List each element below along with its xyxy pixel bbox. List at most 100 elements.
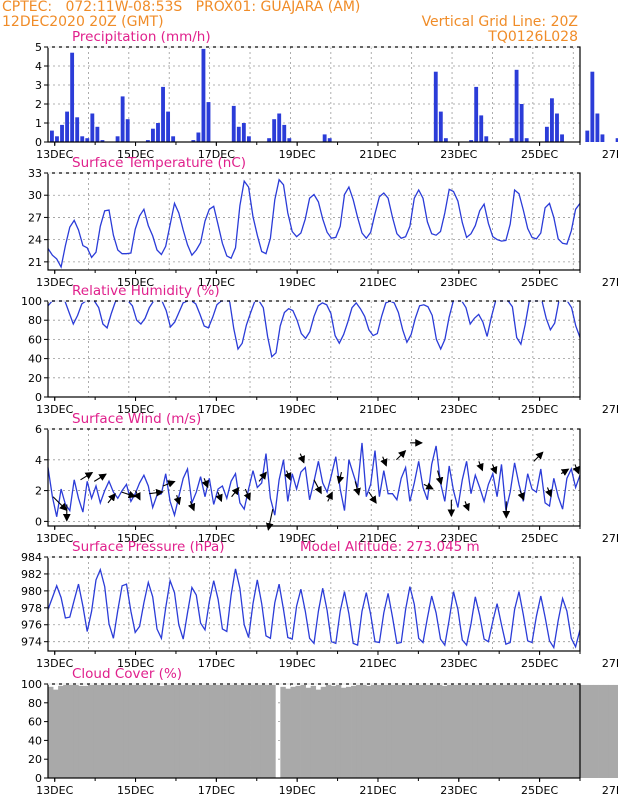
precipitation-ytick-label: 2: [35, 98, 42, 111]
precipitation-bar: [95, 126, 100, 142]
cloud-cover-bar: [325, 684, 332, 778]
cloud-cover-bar: [53, 689, 59, 778]
cloud-cover-bar: [426, 684, 433, 778]
precipitation-bar: [55, 136, 59, 142]
cloud-cover-bar: [452, 684, 458, 778]
precipitation-xtick-label: 19DEC: [279, 148, 316, 161]
cloud-cover-bar: [472, 684, 478, 778]
cloud-cover-bar: [103, 684, 110, 778]
precipitation-bar: [550, 98, 554, 142]
wind-arrow: [396, 450, 407, 461]
humidity-xtick-label: 13DEC: [36, 403, 73, 416]
precipitation-xtick-label: 27DEC: [602, 148, 618, 161]
precipitation-bar: [519, 104, 524, 142]
precipitation-bar: [90, 113, 95, 142]
wind-line: [47, 442, 581, 518]
pressure-xtick-label: 21DEC: [359, 657, 396, 670]
precipitation-bar: [70, 52, 75, 143]
cloud-cover-bar: [244, 684, 251, 778]
precipitation-xtick-label: 23DEC: [440, 148, 477, 161]
wind-ytick-label: 4: [35, 454, 42, 467]
precipitation-ytick-label: 1: [35, 117, 42, 130]
cloud-cover-bar: [270, 684, 276, 778]
wind-arrow: [380, 456, 388, 467]
cloud-cover-bar: [219, 684, 226, 778]
pressure-title: Surface Pressure (hPa): [72, 539, 225, 555]
temperature-ytick-label: 24: [28, 234, 42, 247]
cloud-cover-bar: [164, 684, 170, 778]
cloud-cover-ytick-label: 40: [28, 734, 42, 747]
precipitation-title: Precipitation (mm/h): [72, 29, 211, 45]
wind-arrow: [258, 471, 267, 482]
temperature-ytick-label: 33: [28, 167, 42, 180]
pressure-ytick-label: 982: [21, 568, 42, 581]
cloud-cover-bar: [98, 684, 104, 778]
cloud-cover-bar: [78, 685, 84, 778]
cloud-cover-xtick-label: 17DEC: [198, 784, 235, 797]
precipitation-bar: [80, 136, 85, 142]
cloud-cover-bar: [563, 684, 569, 778]
cloud-cover-bar: [335, 684, 342, 778]
precipitation-xtick-label: 25DEC: [521, 148, 558, 161]
precipitation-bar: [161, 86, 165, 142]
precipitation-ytick-label: 4: [35, 60, 42, 73]
wind-arrow: [187, 501, 196, 512]
precipitation-bar: [544, 126, 549, 142]
cloud-cover-bar: [58, 685, 64, 778]
humidity-ytick-label: 20: [28, 372, 42, 385]
wind-arrow: [107, 493, 116, 504]
cloud-cover-bar: [497, 684, 503, 778]
cloud-cover-ytick-label: 60: [28, 716, 42, 729]
cloud-cover-bar: [73, 684, 79, 778]
humidity-ytick-label: 0: [35, 391, 42, 404]
precipitation-bar: [125, 119, 130, 142]
precipitation-bar: [514, 69, 519, 142]
cloud-cover-xtick-label: 19DEC: [279, 784, 316, 797]
wind-xtick-label: 17DEC: [198, 532, 235, 545]
cloud-cover-bar: [366, 685, 372, 778]
humidity-title: Relative Humidity (%): [72, 283, 220, 299]
wind-arrow: [435, 470, 444, 486]
precipitation-bar: [201, 48, 206, 142]
humidity-xtick-label: 23DEC: [440, 403, 477, 416]
cloud-cover-bar: [315, 689, 322, 778]
pressure-xtick-label: 15DEC: [117, 657, 154, 670]
cloud-cover-bar: [436, 684, 443, 778]
cloud-cover-bar: [189, 684, 195, 778]
cloud-cover-title: Cloud Cover (%): [72, 666, 182, 682]
wind-arrow: [215, 491, 223, 503]
wind-arrow: [52, 496, 68, 512]
precipitation-bar: [60, 124, 64, 142]
wind-arrow: [560, 468, 570, 476]
cloud-cover-bar: [477, 684, 483, 778]
cloud-cover-bar: [68, 684, 74, 778]
cloud-cover-bar: [568, 684, 574, 778]
wind-arrow: [313, 479, 322, 495]
cloud-cover-bar: [548, 684, 554, 778]
cloud-cover-bar: [265, 684, 271, 778]
precipitation-bar: [438, 111, 443, 142]
cloud-cover-bar: [598, 684, 604, 778]
cloud-cover-bar: [593, 684, 599, 778]
cloud-cover-ytick-label: 80: [28, 697, 42, 710]
wind-ytick-label: 2: [35, 485, 42, 498]
wind-xtick-label: 23DEC: [440, 532, 477, 545]
temperature-title: Surface Temperature (nC): [72, 155, 246, 171]
cloud-cover-bar: [532, 684, 539, 778]
precipitation-bar: [231, 105, 236, 142]
cloud-cover-bar: [573, 684, 579, 778]
humidity-ytick-label: 80: [28, 314, 42, 327]
wind-arrow: [572, 464, 580, 475]
pressure-xtick-label: 27DEC: [602, 657, 618, 670]
temperature-ytick-label: 30: [28, 189, 42, 202]
temperature-xtick-label: 17DEC: [198, 276, 235, 289]
wind-arrow: [162, 480, 176, 488]
wind-ytick-label: 6: [35, 423, 42, 436]
cloud-cover-bar: [260, 684, 266, 778]
precipitation-xtick-label: 21DEC: [359, 148, 396, 161]
pressure-xtick-label: 23DEC: [440, 657, 477, 670]
cloud-cover-bar: [416, 684, 423, 778]
precipitation-bar: [151, 128, 155, 142]
cloud-cover-bar: [108, 684, 115, 778]
wind-arrow: [336, 471, 345, 484]
